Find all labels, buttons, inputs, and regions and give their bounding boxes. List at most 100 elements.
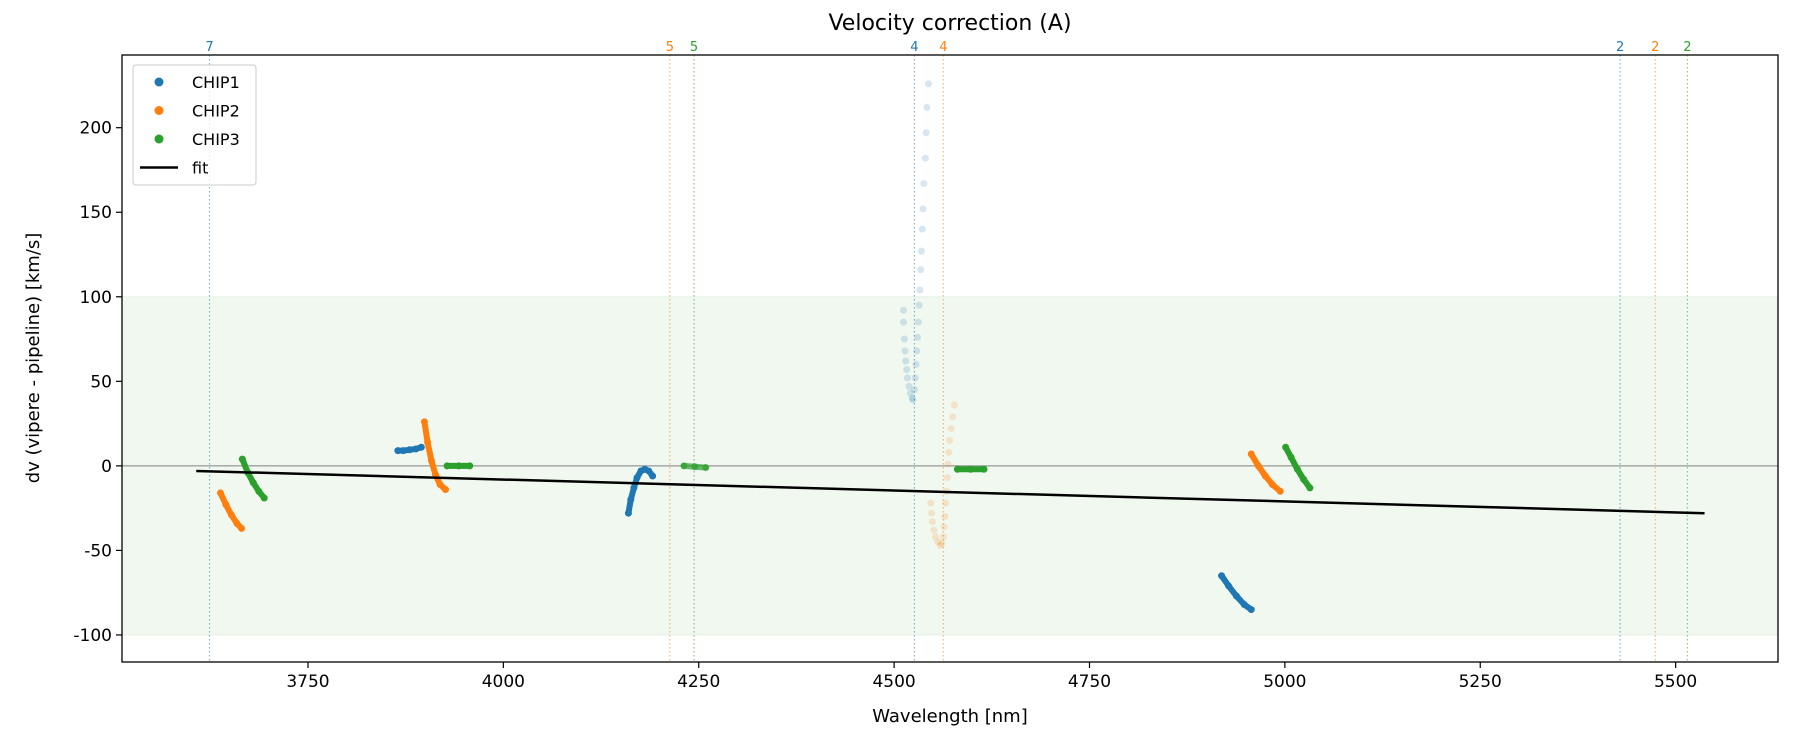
data-point — [424, 438, 432, 446]
data-point — [406, 446, 414, 454]
order-label: 7 — [205, 40, 213, 55]
y-tick-label: 150 — [80, 203, 112, 223]
data-point — [431, 470, 439, 478]
data-point — [691, 463, 699, 471]
data-point — [624, 509, 632, 517]
data-point — [907, 389, 915, 397]
data-point — [420, 418, 428, 426]
data-point — [1268, 480, 1276, 488]
data-point — [1247, 450, 1255, 458]
data-point — [923, 103, 931, 111]
data-point — [940, 523, 948, 531]
segment — [927, 401, 958, 549]
segment — [624, 465, 657, 517]
data-point — [915, 301, 923, 309]
data-point — [627, 496, 635, 504]
data-point — [1287, 453, 1295, 461]
data-point — [222, 501, 230, 509]
data-point — [943, 474, 951, 482]
y-tick-label: 50 — [90, 372, 112, 392]
x-tick-label: 5500 — [1654, 672, 1697, 692]
legend-box — [132, 64, 257, 186]
data-point — [466, 462, 474, 470]
data-point — [412, 445, 420, 453]
data-point — [630, 484, 638, 492]
order-label: 2 — [1651, 40, 1659, 55]
data-point — [649, 472, 657, 480]
data-point — [427, 457, 435, 465]
legend-marker-chip3 — [154, 134, 164, 144]
data-point — [443, 462, 451, 470]
data-point — [1232, 592, 1240, 600]
series-chip1 — [394, 80, 1255, 614]
segment — [443, 462, 474, 470]
data-point — [1306, 484, 1314, 492]
data-point — [417, 443, 425, 451]
segment — [1218, 572, 1255, 614]
order-label: 2 — [1683, 40, 1691, 55]
data-point — [1247, 606, 1255, 614]
data-point — [680, 462, 688, 470]
legend-marker-chip1 — [154, 77, 164, 87]
data-point — [394, 447, 402, 455]
y-tick-label: 200 — [80, 119, 112, 139]
data-point — [1254, 462, 1262, 470]
data-point — [928, 518, 936, 526]
data-point — [917, 247, 925, 255]
segment — [420, 418, 450, 494]
data-point — [902, 357, 910, 365]
x-tick-label: 4000 — [482, 672, 525, 692]
data-point — [980, 465, 988, 473]
data-point — [436, 480, 444, 488]
data-point — [260, 494, 268, 502]
y-tick-label: 100 — [80, 288, 112, 308]
data-point — [455, 462, 463, 470]
data-point — [919, 205, 927, 213]
legend: CHIP1 CHIP2 CHIP3 fit — [132, 64, 257, 186]
y-axis-label: dv (vipere - pipeline) [km/s] — [23, 233, 44, 484]
data-point — [944, 460, 952, 468]
data-point — [927, 499, 935, 507]
data-point — [238, 524, 246, 532]
series-chip3 — [238, 443, 1314, 502]
data-point — [912, 360, 920, 368]
data-point — [921, 154, 929, 162]
axes-frame — [121, 54, 1779, 663]
y-tick-label: -100 — [73, 626, 112, 646]
data-point — [913, 347, 921, 355]
data-point — [233, 519, 241, 527]
data-point — [938, 540, 946, 548]
order-label: 4 — [910, 40, 918, 55]
data-point — [917, 266, 925, 274]
data-point — [238, 455, 246, 463]
legend-marker-chip2 — [154, 106, 164, 115]
plot-area: 7 5 5 4 4 2 2 2 3750 4000 4250 4500 4750 5000 5250 5500… — [73, 40, 1779, 692]
y-tick-label: 0 — [101, 457, 112, 477]
data-point — [936, 541, 944, 549]
data-point — [216, 489, 224, 497]
segment — [900, 80, 933, 404]
data-point — [967, 465, 975, 473]
data-point — [1240, 601, 1248, 609]
data-point — [910, 386, 918, 394]
data-point — [945, 448, 953, 456]
data-point — [1218, 572, 1226, 580]
x-tick-label: 5000 — [1263, 672, 1306, 692]
data-point — [249, 479, 257, 487]
segment — [1247, 450, 1284, 495]
segment — [1282, 443, 1314, 492]
data-point — [1293, 465, 1301, 473]
data-point — [941, 513, 949, 521]
data-point — [947, 425, 955, 433]
x-axis-label: Wavelength [nm] — [872, 706, 1028, 727]
data-point — [914, 318, 922, 326]
data-point — [942, 499, 950, 507]
data-point — [901, 347, 909, 355]
data-point — [949, 413, 957, 421]
data-point — [920, 180, 928, 188]
data-point — [900, 335, 908, 343]
order-label: 5 — [690, 40, 698, 55]
data-point — [905, 382, 913, 390]
x-tick-label: 3750 — [286, 672, 329, 692]
